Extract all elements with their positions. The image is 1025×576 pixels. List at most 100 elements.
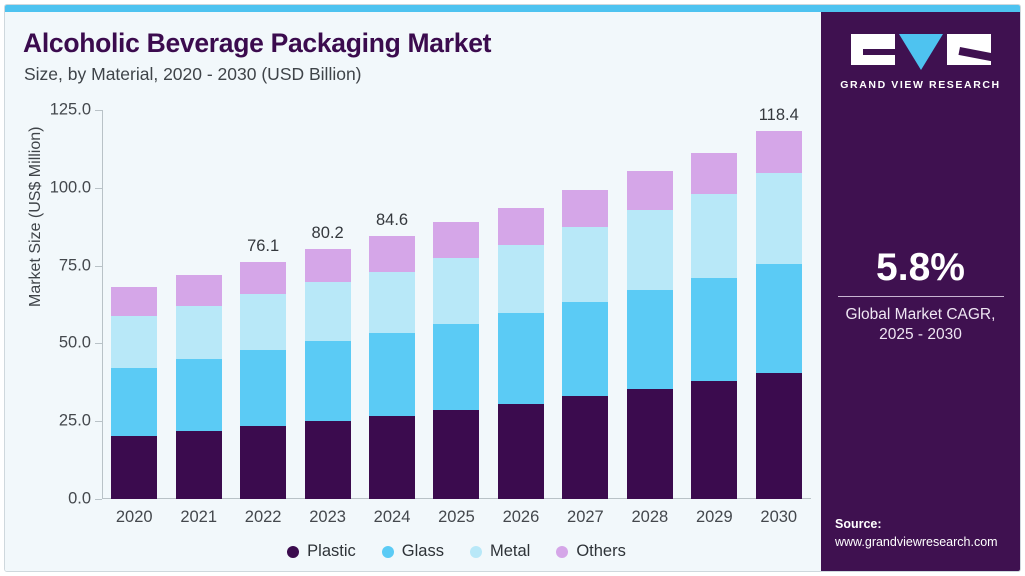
- legend-label: Glass: [401, 542, 444, 560]
- bar-group[interactable]: 2021: [166, 110, 230, 526]
- bar-group[interactable]: 2020: [102, 110, 166, 526]
- bar-stack[interactable]: 84.6: [369, 211, 416, 499]
- bar-segment-plastic[interactable]: [240, 426, 287, 499]
- bar-series-container: 2020 2021 76.1 2022 80.2 2023 84.6 2024 2025 2026…: [102, 106, 811, 526]
- bar-segment-plastic[interactable]: [433, 410, 480, 499]
- logo-marks: [850, 34, 991, 70]
- bar-segment-others[interactable]: [497, 208, 544, 246]
- bar-segment-glass[interactable]: [755, 264, 802, 373]
- bar-segment-glass[interactable]: [369, 332, 416, 417]
- source-url[interactable]: www.grandviewresearch.com: [835, 534, 998, 549]
- bar-segment-metal[interactable]: [626, 209, 673, 290]
- legend-item-metal[interactable]: Metal: [469, 542, 530, 561]
- source-block: Source: www.grandviewresearch.com: [835, 515, 998, 551]
- bar-segment-metal[interactable]: [175, 306, 222, 359]
- bar-segment-metal[interactable]: [562, 226, 609, 303]
- legend-label: Plastic: [307, 542, 356, 560]
- bar-segment-others[interactable]: [369, 235, 416, 272]
- chart-legend: Plastic Glass Metal Others: [102, 542, 811, 561]
- x-axis-tick-label: 2020: [115, 508, 153, 526]
- bar-group[interactable]: 2026: [489, 110, 553, 526]
- bar-segment-plastic[interactable]: [691, 381, 738, 499]
- legend-item-others[interactable]: Others: [556, 542, 626, 561]
- bar-segment-others[interactable]: [562, 189, 609, 227]
- bar-group[interactable]: 2028: [618, 110, 682, 526]
- bar-group[interactable]: 2027: [553, 110, 617, 526]
- bar-stack[interactable]: [111, 287, 158, 499]
- bar-segment-metal[interactable]: [240, 293, 287, 351]
- bar-segment-others[interactable]: [755, 130, 802, 173]
- bar-segment-others[interactable]: [626, 171, 673, 210]
- bar-stack[interactable]: [175, 275, 222, 499]
- bar-segment-metal[interactable]: [755, 172, 802, 265]
- bar-group[interactable]: 2025: [424, 110, 488, 526]
- bar-stack[interactable]: [433, 222, 480, 499]
- x-axis-tick-label: 2028: [631, 508, 669, 526]
- bar-segment-others[interactable]: [175, 275, 222, 307]
- bar-segment-metal[interactable]: [369, 271, 416, 333]
- page-title: Alcoholic Beverage Packaging Market: [23, 28, 492, 58]
- bar-segment-plastic[interactable]: [369, 416, 416, 499]
- bar-stack[interactable]: [626, 171, 673, 499]
- bar-segment-metal[interactable]: [691, 193, 738, 279]
- bar-segment-glass[interactable]: [626, 289, 673, 389]
- bar-segment-others[interactable]: [240, 262, 287, 294]
- legend-item-plastic[interactable]: Plastic: [287, 542, 356, 561]
- bar-segment-others[interactable]: [111, 287, 158, 316]
- bar-group[interactable]: 84.6 2024: [360, 110, 424, 526]
- bar-segment-plastic[interactable]: [562, 396, 609, 499]
- bar-segment-glass[interactable]: [175, 358, 222, 431]
- x-axis-tick-label: 2024: [373, 508, 411, 526]
- bar-segment-metal[interactable]: [433, 258, 480, 324]
- x-axis-tick-label: 2023: [309, 508, 346, 526]
- legend-swatch-icon: [556, 545, 569, 558]
- bar-segment-others[interactable]: [304, 249, 351, 283]
- brand-logo: GRAND VIEW RESEARCH: [821, 34, 1020, 91]
- bar-segment-plastic[interactable]: [497, 403, 544, 499]
- bar-segment-glass[interactable]: [497, 312, 544, 404]
- brand-pane: GRAND VIEW RESEARCH 5.8% Global Market C…: [821, 12, 1020, 571]
- bar-group[interactable]: 76.1 2022: [231, 110, 295, 526]
- cagr-caption-line1: Global Market CAGR,: [845, 305, 996, 323]
- bar-segment-glass[interactable]: [691, 278, 738, 382]
- bar-segment-glass[interactable]: [304, 340, 351, 422]
- x-axis-tick-label: 2021: [180, 508, 218, 526]
- bar-stack[interactable]: [497, 208, 544, 499]
- bar-stack[interactable]: 80.2: [304, 224, 351, 499]
- bar-segment-glass[interactable]: [111, 368, 158, 436]
- bar-group[interactable]: 80.2 2023: [295, 110, 359, 526]
- y-axis-tick: [95, 499, 102, 500]
- bar-segment-glass[interactable]: [240, 350, 287, 427]
- bar-segment-glass[interactable]: [433, 323, 480, 410]
- bar-value-label: 76.1: [247, 237, 280, 256]
- bar-stack[interactable]: [691, 152, 738, 499]
- x-axis-tick-label: 2029: [695, 508, 733, 526]
- bar-segment-glass[interactable]: [562, 302, 609, 397]
- bar-segment-plastic[interactable]: [304, 421, 351, 499]
- bar-segment-others[interactable]: [433, 222, 480, 259]
- bar-segment-metal[interactable]: [497, 245, 544, 313]
- y-axis-tick-label: 0.0: [68, 489, 91, 508]
- bar-group[interactable]: 118.4 2030: [747, 106, 811, 526]
- bar-stack[interactable]: [562, 189, 609, 499]
- y-axis-tick-label: 50.0: [58, 333, 91, 352]
- logo-v-triangle-icon: [898, 34, 943, 70]
- bar-segment-plastic[interactable]: [175, 430, 222, 499]
- bar-segment-plastic[interactable]: [626, 388, 673, 499]
- bar-segment-others[interactable]: [691, 152, 738, 194]
- legend-swatch-icon: [287, 545, 300, 558]
- bar-stack[interactable]: 76.1: [240, 237, 287, 499]
- cagr-caption: Global Market CAGR, 2025 - 2030: [821, 305, 1020, 346]
- bar-segment-metal[interactable]: [111, 315, 158, 368]
- bar-stack[interactable]: 118.4: [755, 106, 802, 499]
- bar-segment-plastic[interactable]: [755, 372, 802, 499]
- bar-segment-metal[interactable]: [304, 282, 351, 341]
- bar-segment-plastic[interactable]: [111, 435, 158, 499]
- logo-wordmark: GRAND VIEW RESEARCH: [840, 79, 1001, 91]
- y-axis-title: Market Size (US$ Million): [27, 126, 44, 307]
- plot-area: 0.0 25.0 50.0 75.0 100.0 125.0 2020 2021 76.1 20…: [50, 101, 811, 526]
- legend-item-glass[interactable]: Glass: [381, 542, 444, 561]
- top-accent-bar: [5, 5, 1020, 12]
- bar-group[interactable]: 2029: [682, 110, 746, 526]
